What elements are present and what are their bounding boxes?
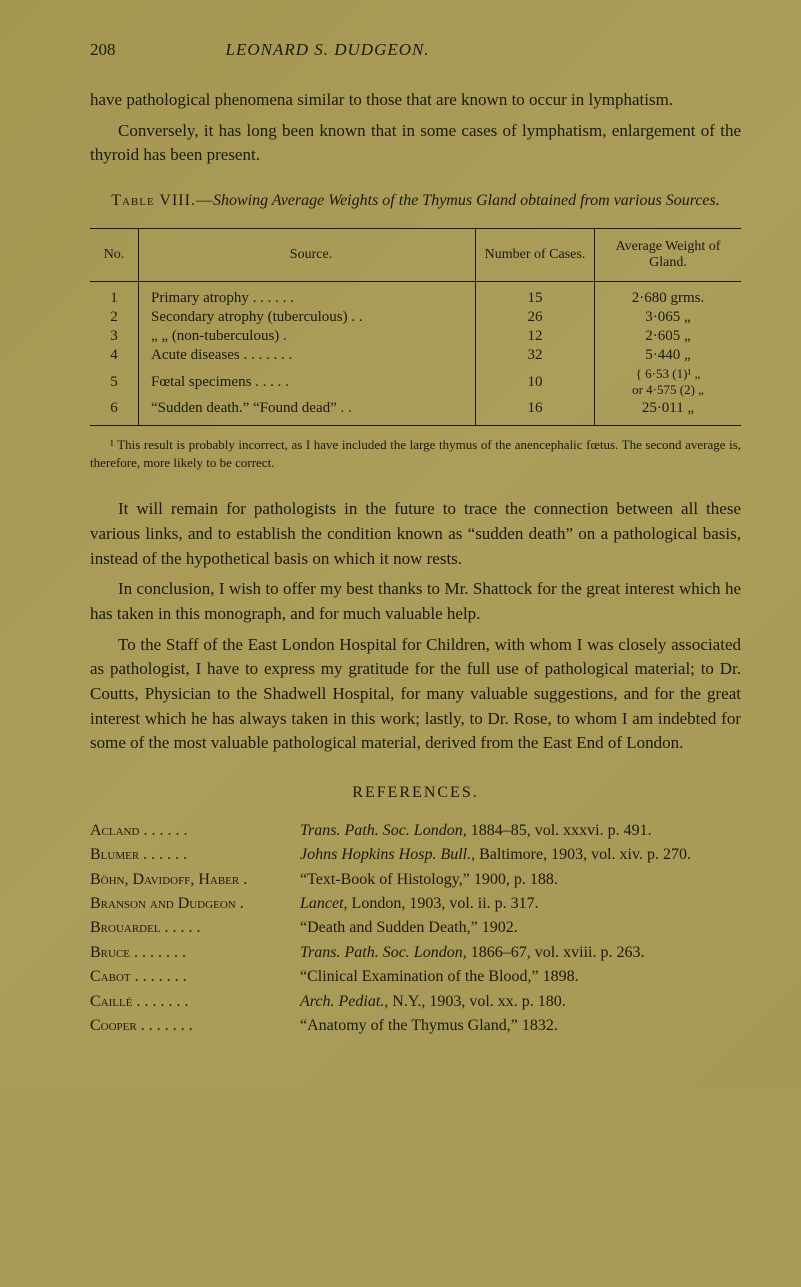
reference-author: Acland . . . . . .	[90, 820, 300, 842]
table-caption-title: Showing Average Weights of the Thymus Gl…	[213, 192, 720, 209]
cell-cases: 12	[476, 327, 595, 346]
cell-source: Secondary atrophy (tuberculous) . .	[139, 308, 476, 327]
cell-cases: 32	[476, 346, 595, 365]
table-row: 3 „ „ (non-tuberculous) . 12 2·605 „	[90, 327, 741, 346]
reference-cite-title: “Clinical Examination of the Blood,”	[300, 968, 539, 985]
reference-row: Brouardel . . . . . “Death and Sudden De…	[90, 917, 741, 939]
cell-weight: 2·680 grms.	[595, 282, 742, 309]
cell-source: Acute diseases . . . . . . .	[139, 346, 476, 365]
reference-cite-title: “Death and Sudden Death,”	[300, 919, 478, 936]
cell-weight: 5·440 „	[595, 346, 742, 365]
reference-row: Cabot . . . . . . . “Clinical Examinatio…	[90, 966, 741, 988]
reference-cite: “Anatomy of the Thymus Gland,” 1832.	[300, 1015, 741, 1037]
paragraph-5: To the Staff of the East London Hospital…	[90, 633, 741, 756]
cell-weight: { 6·53 (1)¹ „ or 4·575 (2) „	[595, 365, 742, 399]
page-header: 208 LEONARD S. DUDGEON.	[90, 40, 741, 60]
reference-cite-rest: 1898.	[539, 968, 579, 985]
table-row: 5 Fœtal specimens . . . . . 10 { 6·53 (1…	[90, 365, 741, 399]
reference-cite-rest: 1900, p. 188.	[470, 871, 558, 888]
cell-cases: 15	[476, 282, 595, 309]
table-footnote: ¹ This result is probably incorrect, as …	[90, 436, 741, 471]
cell-no: 1	[90, 282, 139, 309]
table-row: 1 Primary atrophy . . . . . . 15 2·680 g…	[90, 282, 741, 309]
reference-cite-title: Trans. Path. Soc. London,	[300, 822, 467, 839]
cell-source: Primary atrophy . . . . . .	[139, 282, 476, 309]
table-header-source: Source.	[139, 229, 476, 282]
reference-cite-title: Lancet,	[300, 895, 348, 912]
cell-weight: 2·605 „	[595, 327, 742, 346]
reference-author: Cooper . . . . . . .	[90, 1015, 300, 1037]
reference-row: Caillé . . . . . . . Arch. Pediat., N.Y.…	[90, 991, 741, 1013]
paragraph-2: Conversely, it has long been known that …	[90, 119, 741, 168]
cell-source: “Sudden death.” “Found dead” . .	[139, 399, 476, 426]
reference-cite-rest: 1866–67, vol. xviii. p. 263.	[467, 944, 645, 961]
reference-cite-rest: Baltimore, 1903, vol. xiv. p. 270.	[475, 846, 691, 863]
cell-no: 2	[90, 308, 139, 327]
reference-cite-title: Trans. Path. Soc. London,	[300, 944, 467, 961]
page-number: 208	[90, 40, 116, 60]
table-row: 4 Acute diseases . . . . . . . 32 5·440 …	[90, 346, 741, 365]
table-header-weight: Average Weight of Gland.	[595, 229, 742, 282]
reference-row: Böhn, Davidoff, Haber . “Text-Book of Hi…	[90, 869, 741, 891]
reference-cite-title: “Anatomy of the Thymus Gland,”	[300, 1017, 518, 1034]
reference-row: Bruce . . . . . . . Trans. Path. Soc. Lo…	[90, 942, 741, 964]
data-table: No. Source. Number of Cases. Average Wei…	[90, 228, 741, 426]
reference-row: Branson and Dudgeon . Lancet, London, 19…	[90, 893, 741, 915]
reference-cite-title: Arch. Pediat.,	[300, 993, 388, 1010]
reference-cite: Arch. Pediat., N.Y., 1903, vol. xx. p. 1…	[300, 991, 741, 1013]
reference-cite-rest: N.Y., 1903, vol. xx. p. 180.	[388, 993, 566, 1010]
cell-weight: 25·011 „	[595, 399, 742, 426]
references-title: REFERENCES.	[90, 784, 741, 802]
reference-author: Branson and Dudgeon .	[90, 893, 300, 915]
paragraph-1: have pathological phenomena similar to t…	[90, 88, 741, 113]
reference-cite: Trans. Path. Soc. London, 1884–85, vol. …	[300, 820, 741, 842]
reference-cite-rest: London, 1903, vol. ii. p. 317.	[348, 895, 539, 912]
reference-author: Caillé . . . . . . .	[90, 991, 300, 1013]
reference-cite: Trans. Path. Soc. London, 1866–67, vol. …	[300, 942, 741, 964]
cell-no: 3	[90, 327, 139, 346]
cell-no: 6	[90, 399, 139, 426]
reference-cite: Johns Hopkins Hosp. Bull., Baltimore, 19…	[300, 844, 741, 866]
table-header-cases: Number of Cases.	[476, 229, 595, 282]
reference-author: Bruce . . . . . . .	[90, 942, 300, 964]
cell-source: „ „ (non-tuberculous) .	[139, 327, 476, 346]
paragraph-4: In conclusion, I wish to offer my best t…	[90, 577, 741, 626]
reference-cite: Lancet, London, 1903, vol. ii. p. 317.	[300, 893, 741, 915]
table-row: 2 Secondary atrophy (tuberculous) . . 26…	[90, 308, 741, 327]
reference-author: Böhn, Davidoff, Haber .	[90, 869, 300, 891]
reference-cite: “Death and Sudden Death,” 1902.	[300, 917, 741, 939]
reference-cite: “Text-Book of Histology,” 1900, p. 188.	[300, 869, 741, 891]
reference-cite-rest: 1832.	[518, 1017, 558, 1034]
paragraph-3: It will remain for pathologists in the f…	[90, 497, 741, 571]
cell-cases: 10	[476, 365, 595, 399]
reference-cite-rest: 1902.	[478, 919, 518, 936]
reference-author: Brouardel . . . . .	[90, 917, 300, 939]
reference-author: Blumer . . . . . .	[90, 844, 300, 866]
references-list: Acland . . . . . . Trans. Path. Soc. Lon…	[90, 820, 741, 1038]
cell-source: Fœtal specimens . . . . .	[139, 365, 476, 399]
reference-row: Blumer . . . . . . Johns Hopkins Hosp. B…	[90, 844, 741, 866]
reference-row: Cooper . . . . . . . “Anatomy of the Thy…	[90, 1015, 741, 1037]
reference-cite-title: “Text-Book of Histology,”	[300, 871, 470, 888]
reference-cite-title: Johns Hopkins Hosp. Bull.,	[300, 846, 475, 863]
table-body: 1 Primary atrophy . . . . . . 15 2·680 g…	[90, 282, 741, 426]
table-caption: Table VIII.—Showing Average Weights of t…	[90, 190, 741, 212]
table-caption-prefix: Table VIII.—	[111, 192, 213, 209]
table-header-no: No.	[90, 229, 139, 282]
page: 208 LEONARD S. DUDGEON. have pathologica…	[0, 0, 801, 1089]
cell-no: 4	[90, 346, 139, 365]
reference-cite-rest: 1884–85, vol. xxxvi. p. 491.	[467, 822, 652, 839]
reference-author: Cabot . . . . . . .	[90, 966, 300, 988]
table-row: 6 “Sudden death.” “Found dead” . . 16 25…	[90, 399, 741, 426]
reference-cite: “Clinical Examination of the Blood,” 189…	[300, 966, 741, 988]
reference-row: Acland . . . . . . Trans. Path. Soc. Lon…	[90, 820, 741, 842]
cell-weight: 3·065 „	[595, 308, 742, 327]
cell-cases: 16	[476, 399, 595, 426]
cell-cases: 26	[476, 308, 595, 327]
cell-no: 5	[90, 365, 139, 399]
running-title: LEONARD S. DUDGEON.	[226, 40, 430, 60]
